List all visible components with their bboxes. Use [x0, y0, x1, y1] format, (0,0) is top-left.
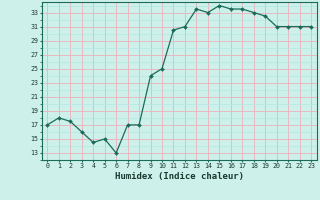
X-axis label: Humidex (Indice chaleur): Humidex (Indice chaleur): [115, 172, 244, 181]
